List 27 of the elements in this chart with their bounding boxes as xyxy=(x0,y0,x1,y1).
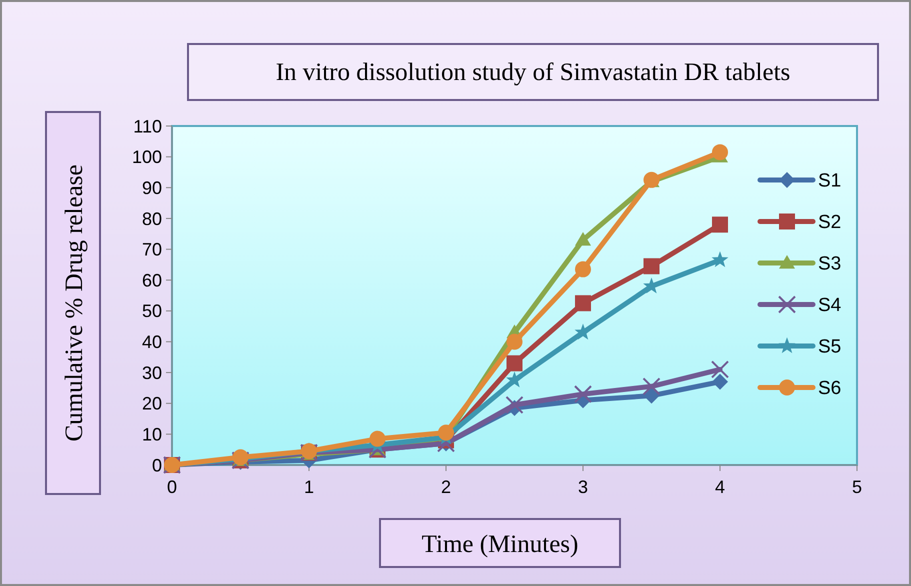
y-tick-label: 90 xyxy=(142,178,162,198)
x-tick-label: 5 xyxy=(852,477,862,497)
y-tick-label: 80 xyxy=(142,208,162,229)
x-tick-label: 3 xyxy=(578,477,588,497)
y-tick-label: 10 xyxy=(142,424,162,444)
legend-label: S3 xyxy=(818,254,842,275)
y-axis-title: Cumulative % Drug release xyxy=(61,164,88,442)
y-tick-label: 40 xyxy=(142,332,162,352)
y-tick-label: 70 xyxy=(142,240,162,260)
y-tick-label: 60 xyxy=(142,270,162,290)
chart-title: In vitro dissolution study of Simvastatin DR tablets xyxy=(276,59,790,86)
y-tick-label: 0 xyxy=(152,455,162,476)
x-tick-label: 1 xyxy=(304,477,314,497)
y-tick-label: 20 xyxy=(142,394,162,414)
legend-label: S6 xyxy=(818,378,842,400)
legend-label: S1 xyxy=(818,170,842,192)
x-tick-label: 2 xyxy=(440,477,452,497)
x-tick-label: 0 xyxy=(166,477,178,497)
x-tick-label: 4 xyxy=(714,477,726,497)
y-tick-label: 100 xyxy=(132,147,162,168)
x-axis-title: Time (Minutes) xyxy=(422,531,578,558)
legend-label: S4 xyxy=(818,295,842,316)
legend-label: S2 xyxy=(818,212,842,234)
legend-label: S5 xyxy=(818,336,842,358)
y-tick-label: 50 xyxy=(142,301,162,322)
y-tick-label: 30 xyxy=(142,362,162,383)
y-tick-label: 110 xyxy=(133,116,162,136)
